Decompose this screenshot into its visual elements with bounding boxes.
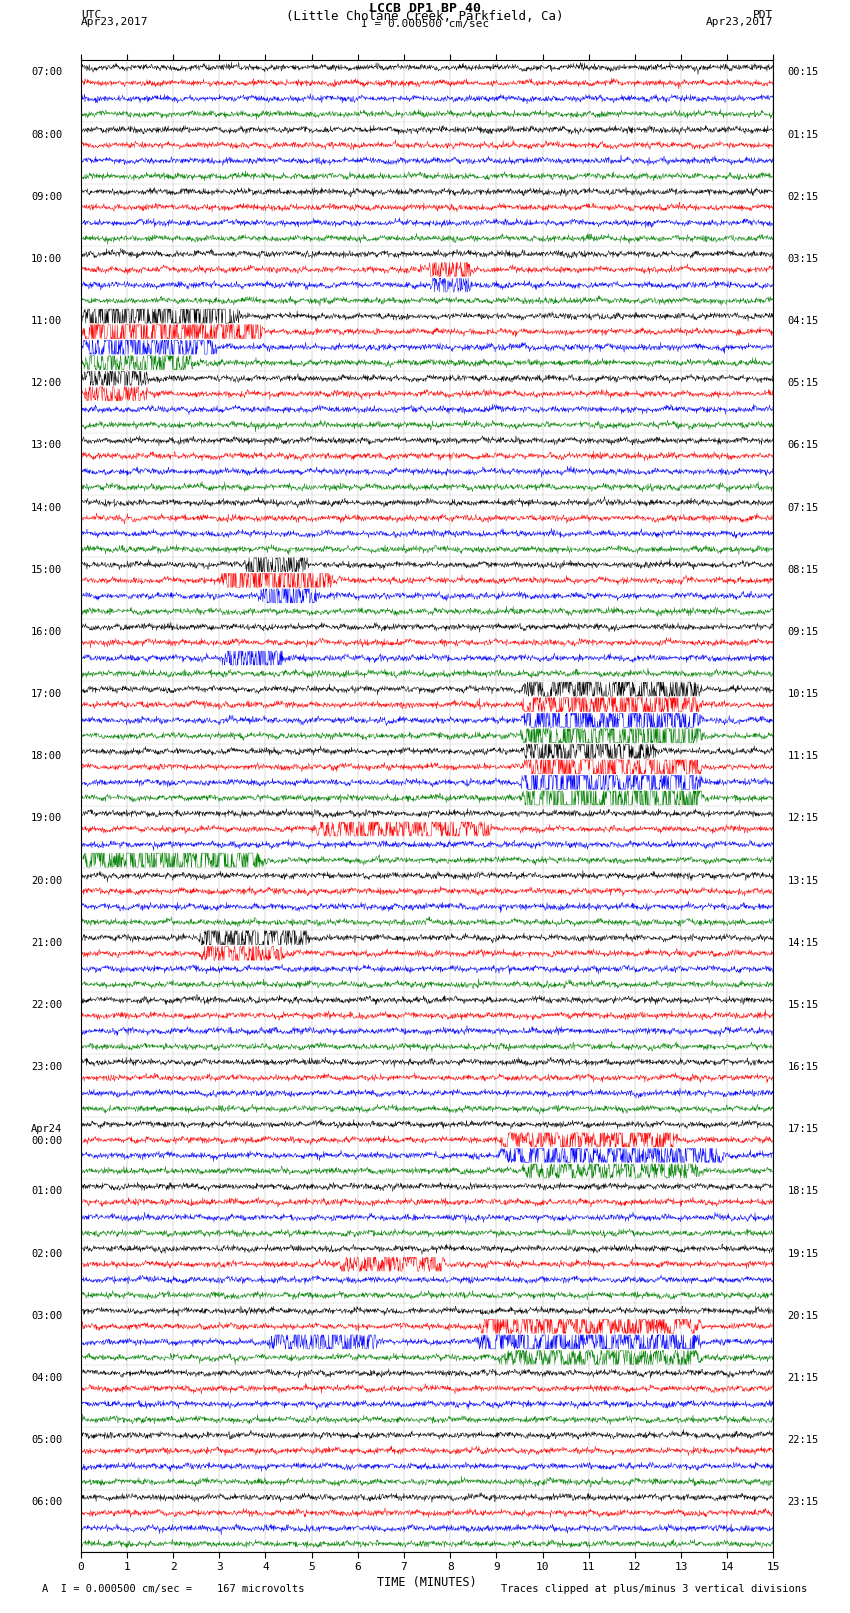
Text: 16:15: 16:15 — [787, 1061, 819, 1073]
Text: 11:15: 11:15 — [787, 752, 819, 761]
Text: 17:15: 17:15 — [787, 1124, 819, 1134]
Text: 15:00: 15:00 — [31, 565, 62, 574]
Text: 10:00: 10:00 — [31, 253, 62, 265]
Text: 10:15: 10:15 — [787, 689, 819, 698]
Text: 07:00: 07:00 — [31, 68, 62, 77]
Text: 20:15: 20:15 — [787, 1311, 819, 1321]
Text: 18:15: 18:15 — [787, 1187, 819, 1197]
Text: Apr23,2017: Apr23,2017 — [706, 18, 774, 27]
Text: 09:00: 09:00 — [31, 192, 62, 202]
Text: 16:00: 16:00 — [31, 627, 62, 637]
Text: 05:00: 05:00 — [31, 1436, 62, 1445]
Text: 12:15: 12:15 — [787, 813, 819, 824]
Text: Apr23,2017: Apr23,2017 — [81, 18, 148, 27]
Text: 19:00: 19:00 — [31, 813, 62, 824]
Text: 04:00: 04:00 — [31, 1373, 62, 1382]
Text: 23:00: 23:00 — [31, 1061, 62, 1073]
Text: 09:15: 09:15 — [787, 627, 819, 637]
Text: 13:15: 13:15 — [787, 876, 819, 886]
Text: Traces clipped at plus/minus 3 vertical divisions: Traces clipped at plus/minus 3 vertical … — [502, 1584, 808, 1594]
Text: 19:15: 19:15 — [787, 1248, 819, 1258]
Text: LCCB DP1 BP 40: LCCB DP1 BP 40 — [369, 3, 481, 16]
Text: 05:15: 05:15 — [787, 379, 819, 389]
Text: 14:15: 14:15 — [787, 937, 819, 948]
Text: 21:15: 21:15 — [787, 1373, 819, 1382]
Text: 14:00: 14:00 — [31, 503, 62, 513]
Text: 07:15: 07:15 — [787, 503, 819, 513]
Text: A  I = 0.000500 cm/sec =    167 microvolts: A I = 0.000500 cm/sec = 167 microvolts — [42, 1584, 305, 1594]
Text: 01:00: 01:00 — [31, 1187, 62, 1197]
Text: 18:00: 18:00 — [31, 752, 62, 761]
Text: 08:00: 08:00 — [31, 129, 62, 140]
Text: 22:15: 22:15 — [787, 1436, 819, 1445]
Text: 23:15: 23:15 — [787, 1497, 819, 1507]
Text: 02:15: 02:15 — [787, 192, 819, 202]
Text: 08:15: 08:15 — [787, 565, 819, 574]
Text: 02:00: 02:00 — [31, 1248, 62, 1258]
Text: 06:15: 06:15 — [787, 440, 819, 450]
Text: PDT: PDT — [753, 11, 774, 21]
Text: 11:00: 11:00 — [31, 316, 62, 326]
Text: 17:00: 17:00 — [31, 689, 62, 698]
Text: 01:15: 01:15 — [787, 129, 819, 140]
X-axis label: TIME (MINUTES): TIME (MINUTES) — [377, 1576, 477, 1589]
Text: Apr24
00:00: Apr24 00:00 — [31, 1124, 62, 1145]
Text: 22:00: 22:00 — [31, 1000, 62, 1010]
Text: 04:15: 04:15 — [787, 316, 819, 326]
Text: 21:00: 21:00 — [31, 937, 62, 948]
Text: 06:00: 06:00 — [31, 1497, 62, 1507]
Text: 03:15: 03:15 — [787, 253, 819, 265]
Text: 20:00: 20:00 — [31, 876, 62, 886]
Text: 13:00: 13:00 — [31, 440, 62, 450]
Text: 03:00: 03:00 — [31, 1311, 62, 1321]
Text: UTC: UTC — [81, 11, 101, 21]
Text: 15:15: 15:15 — [787, 1000, 819, 1010]
Text: 12:00: 12:00 — [31, 379, 62, 389]
Text: 00:15: 00:15 — [787, 68, 819, 77]
Text: I = 0.000500 cm/sec: I = 0.000500 cm/sec — [361, 18, 489, 29]
Text: (Little Cholane Creek, Parkfield, Ca): (Little Cholane Creek, Parkfield, Ca) — [286, 11, 564, 24]
